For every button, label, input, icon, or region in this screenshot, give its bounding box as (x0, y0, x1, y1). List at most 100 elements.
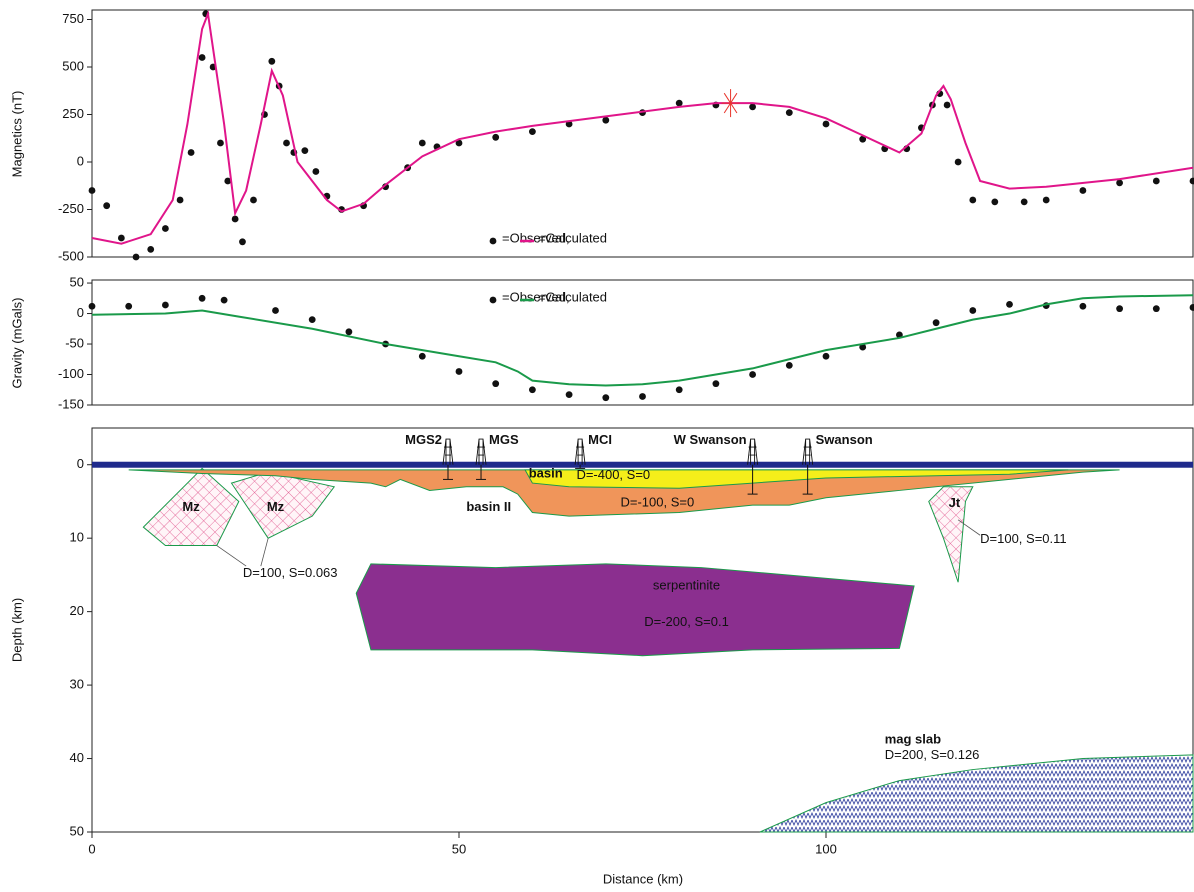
observed-point (676, 100, 683, 107)
observed-point (602, 117, 609, 124)
observed-point (1116, 305, 1123, 312)
y-tick-label: 250 (62, 106, 84, 121)
observed-point (312, 168, 319, 175)
observed-point (639, 393, 646, 400)
observed-point (301, 147, 308, 154)
plot-frame (92, 280, 1193, 405)
legend-label: =Calculated (538, 230, 607, 245)
y-tick-label: 750 (62, 11, 84, 26)
legend-symbol (490, 297, 497, 304)
observed-point (147, 246, 154, 253)
leader-line (261, 538, 268, 566)
y-tick-label: 0 (77, 305, 84, 320)
well-label: W Swanson (674, 432, 747, 447)
observed-point (602, 394, 609, 401)
observed-point (1190, 178, 1194, 185)
observed-point (89, 303, 96, 310)
observed-point (1021, 199, 1028, 206)
observed-point (162, 302, 169, 309)
observed-point (786, 109, 793, 116)
y-tick-label: 10 (70, 530, 84, 545)
well-label: MGS (489, 432, 519, 447)
observed-point (188, 149, 195, 156)
figure: Magnetics (nT) Gravity (mGals) Depth (km… (0, 0, 1194, 892)
derrick (575, 439, 585, 465)
derrick (476, 439, 486, 465)
observed-point (217, 140, 224, 147)
y-tick-label: 50 (70, 274, 84, 289)
y-axis-label: Gravity (mGals) (9, 298, 24, 389)
plot-frame (92, 10, 1193, 257)
observed-point (199, 295, 206, 302)
body-label: basin (529, 466, 563, 481)
body-label: serpentinite (653, 577, 720, 592)
body-properties: D=-200, S=0.1 (644, 614, 729, 629)
legend-label: =Calculated (538, 289, 607, 304)
observed-point (749, 104, 756, 111)
observed-point (676, 386, 683, 393)
observed-point (1153, 305, 1160, 312)
body-properties: D=-100, S=0 (620, 494, 694, 509)
body-label: mag slab (885, 732, 941, 747)
leader-line (217, 546, 246, 567)
observed-point (118, 235, 125, 242)
water-layer (92, 462, 1193, 468)
observed-point (419, 140, 426, 147)
model-body (356, 564, 914, 656)
observed-point (969, 307, 976, 314)
observed-point (283, 140, 290, 147)
y-tick-label: 0 (77, 456, 84, 471)
observed-point (199, 54, 206, 61)
y-tick-label: -500 (58, 248, 84, 263)
observed-point (89, 187, 96, 194)
observed-point (162, 225, 169, 232)
x-tick-label: 100 (815, 841, 837, 856)
observed-point (250, 197, 257, 204)
y-tick-label: -100 (58, 366, 84, 381)
observed-point (1006, 301, 1013, 308)
y-tick-label: -150 (58, 396, 84, 411)
observed-point (566, 391, 573, 398)
body-properties: D=100, S=0.063 (243, 565, 338, 580)
observed-point (239, 238, 246, 245)
observed-point (232, 216, 239, 223)
observed-point (1080, 187, 1087, 194)
observed-point (268, 58, 275, 65)
observed-point (125, 303, 132, 310)
observed-point (177, 197, 184, 204)
x-tick-label: 0 (88, 841, 95, 856)
body-properties: D=100, S=0.11 (980, 531, 1067, 546)
body-label: Mz (182, 499, 200, 514)
observed-point (823, 353, 830, 360)
derrick (803, 439, 813, 465)
well-label: MCI (588, 432, 612, 447)
observed-point (529, 128, 536, 135)
x-axis-label: Distance (km) (603, 871, 683, 886)
observed-point (1043, 197, 1050, 204)
observed-point (1190, 304, 1194, 311)
observed-point (272, 307, 279, 314)
body-label: Mz (267, 499, 285, 514)
observed-point (1153, 178, 1160, 185)
observed-point (419, 353, 426, 360)
observed-point (492, 134, 499, 141)
observed-point (103, 202, 110, 209)
observed-point (991, 199, 998, 206)
observed-point (713, 380, 720, 387)
calculated-line (92, 295, 1193, 385)
observed-point (529, 386, 536, 393)
y-tick-label: 500 (62, 58, 84, 73)
observed-point (1080, 303, 1087, 310)
body-properties: D=200, S=0.126 (885, 747, 980, 762)
observed-point (221, 297, 228, 304)
derrick (443, 439, 453, 465)
model-body (760, 755, 1193, 832)
y-axis-label: Magnetics (nT) (9, 91, 24, 178)
y-tick-label: 40 (70, 750, 84, 765)
y-tick-label: 50 (70, 823, 84, 838)
observed-point (944, 102, 951, 109)
observed-point (133, 254, 140, 261)
observed-point (786, 362, 793, 369)
derrick (748, 439, 758, 465)
y-tick-label: -250 (58, 201, 84, 216)
